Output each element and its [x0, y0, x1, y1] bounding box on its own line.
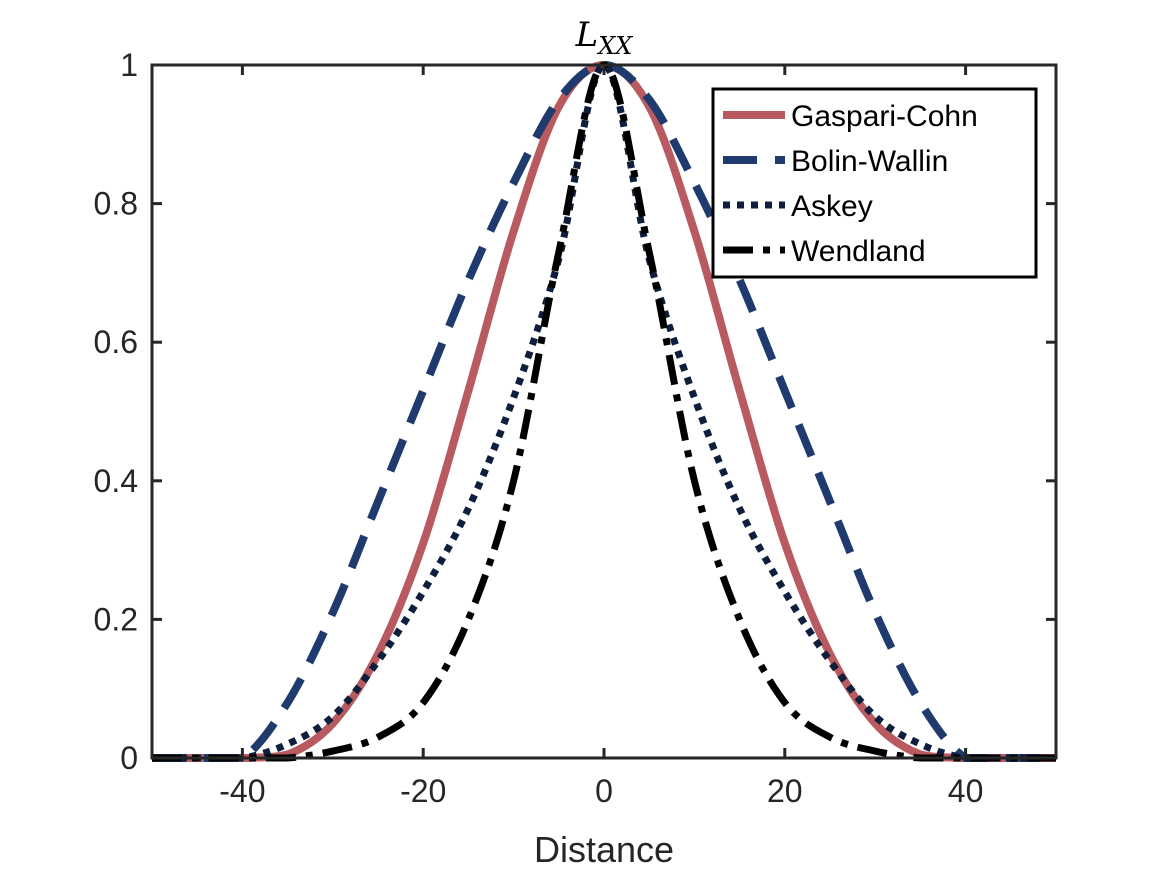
series-line-bolin-wallin [151, 61, 1056, 763]
legend-entry-wendland: Wendland [723, 235, 926, 268]
chart-title-main: L [575, 15, 599, 55]
legend-label: Gaspari-Cohn [791, 100, 978, 133]
y-tick-label: 0.8 [94, 186, 138, 222]
svg-text:LXX: LXX [575, 15, 634, 60]
x-tick-label: -20 [400, 773, 446, 809]
legend-entries: Gaspari-Cohn Bolin-Wallin Askey Wendland [723, 100, 978, 268]
y-tick-label: 0 [120, 740, 138, 776]
legend-entry-bolin-wallin: Bolin-Wallin [723, 145, 948, 178]
chart-title: LXX [575, 15, 634, 60]
legend-label: Bolin-Wallin [791, 145, 948, 178]
x-tick-label: 0 [595, 773, 613, 809]
x-axis-label: Distance [534, 829, 674, 870]
legend-entry-askey: Askey [723, 190, 873, 223]
legend-entry-gaspari-cohn: Gaspari-Cohn [723, 100, 978, 133]
y-tick-label: 0.6 [94, 324, 138, 360]
x-tick-label: 40 [948, 773, 984, 809]
legend: Gaspari-Cohn Bolin-Wallin Askey Wendland [711, 87, 1038, 279]
x-tick-label: -40 [219, 773, 265, 809]
y-tick-label: 0.2 [94, 601, 138, 637]
chart-title-subscript: XX [596, 32, 633, 60]
tick-labels-layer: -40 -20 0 20 40 0 0.2 0.4 0.6 0.8 1 [94, 47, 984, 809]
x-tick-label: 20 [767, 773, 803, 809]
legend-label: Askey [791, 190, 873, 223]
y-tick-label: 0.4 [94, 463, 138, 499]
legend-box [711, 87, 1038, 279]
y-tick-label: 1 [120, 47, 138, 83]
legend-label: Wendland [791, 235, 926, 268]
ticks-layer [152, 63, 1056, 760]
